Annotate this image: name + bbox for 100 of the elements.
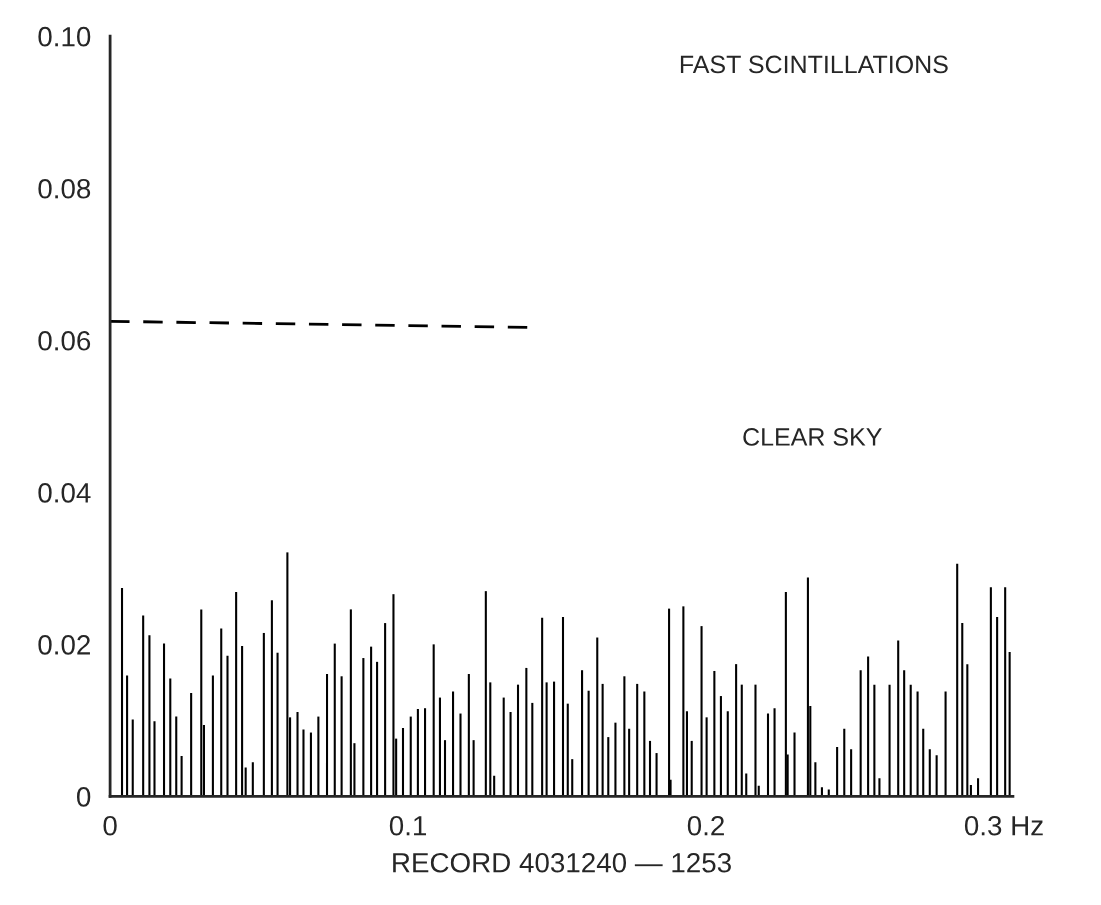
bar: [525, 667, 528, 797]
annotation: CLEAR SKY: [743, 428, 882, 446]
bar: [903, 670, 906, 797]
y-tick-label: 0.10: [38, 26, 91, 47]
bar: [1008, 651, 1011, 797]
bar: [735, 664, 738, 797]
bar: [392, 594, 395, 797]
bar: [516, 684, 520, 797]
bar: [682, 606, 685, 797]
bar: [553, 681, 556, 797]
bar: [944, 691, 947, 797]
bar: [961, 623, 964, 797]
bar: [190, 693, 193, 797]
bar: [541, 617, 544, 797]
bar: [690, 740, 693, 797]
bar: [262, 632, 265, 797]
bar: [296, 712, 299, 797]
y-tick-label: 0.04: [38, 482, 91, 503]
y-tick-label: 0.06: [38, 330, 91, 351]
x-tick-label: 0.3 Hz: [964, 815, 1043, 836]
bar: [596, 637, 599, 797]
bar: [996, 616, 999, 797]
bar: [566, 703, 569, 797]
bar: [648, 740, 652, 797]
bar: [897, 640, 900, 797]
bar: [843, 728, 846, 797]
bar: [754, 684, 757, 797]
bar: [443, 740, 447, 797]
bar: [636, 683, 639, 797]
bar: [928, 749, 931, 797]
bar: [571, 759, 574, 797]
bar: [793, 732, 796, 797]
x-tick-label: 0.1: [389, 815, 427, 836]
bar: [935, 755, 938, 797]
bar: [966, 664, 969, 797]
bar: [438, 697, 441, 797]
bar: [607, 737, 610, 797]
bar: [180, 756, 183, 797]
bar: [153, 721, 156, 797]
bar: [286, 552, 289, 797]
bar: [220, 628, 223, 797]
bar: [401, 727, 405, 797]
bar: [655, 753, 658, 797]
bar: [587, 690, 590, 797]
bar: [509, 712, 512, 797]
bar: [668, 608, 671, 797]
bar: [643, 691, 646, 797]
bar: [850, 749, 853, 797]
bar: [806, 577, 809, 797]
bar: [302, 729, 305, 797]
bar: [601, 683, 604, 797]
bar: [235, 591, 238, 797]
bar: [909, 684, 912, 797]
bar: [719, 696, 722, 797]
x-tick-label: 0.2: [687, 815, 724, 836]
bar: [685, 711, 688, 797]
bar: [340, 676, 343, 797]
bar: [416, 708, 419, 797]
bar: [700, 626, 703, 797]
bar: [628, 728, 631, 797]
bar: [162, 643, 166, 797]
y-tick-label: 0: [76, 787, 91, 807]
bar: [766, 713, 770, 797]
bar: [545, 682, 548, 797]
bar: [467, 674, 470, 797]
bar: [859, 670, 862, 797]
bar: [561, 616, 565, 797]
bar: [126, 675, 129, 797]
bar: [384, 623, 387, 797]
bar: [362, 658, 365, 797]
bar: [740, 684, 743, 797]
bar: [531, 702, 534, 797]
bar: [200, 609, 203, 797]
bar: [349, 609, 352, 797]
y-tick-label: 0.02: [38, 635, 90, 655]
bar: [836, 746, 839, 797]
bar: [432, 644, 435, 797]
y-tick-label: 0.08: [38, 178, 91, 199]
bar: [784, 591, 787, 797]
x-axis-title: RECORD 4031240 — 1253: [393, 852, 731, 873]
bar: [489, 682, 492, 797]
bar: [705, 717, 708, 797]
bar: [309, 732, 312, 797]
bar: [148, 635, 151, 797]
bar: [956, 563, 959, 797]
bar: [376, 661, 379, 797]
bar: [370, 646, 373, 797]
bar: [244, 767, 247, 797]
bar: [142, 615, 145, 797]
bar: [472, 740, 475, 797]
bar: [424, 708, 427, 797]
bar: [251, 762, 254, 797]
bar: [873, 684, 876, 797]
bar: [581, 670, 584, 797]
bar: [713, 670, 716, 797]
bar: [175, 716, 178, 797]
bar: [241, 645, 244, 797]
bar: [131, 719, 134, 797]
bar: [226, 655, 229, 797]
bar: [484, 591, 487, 797]
